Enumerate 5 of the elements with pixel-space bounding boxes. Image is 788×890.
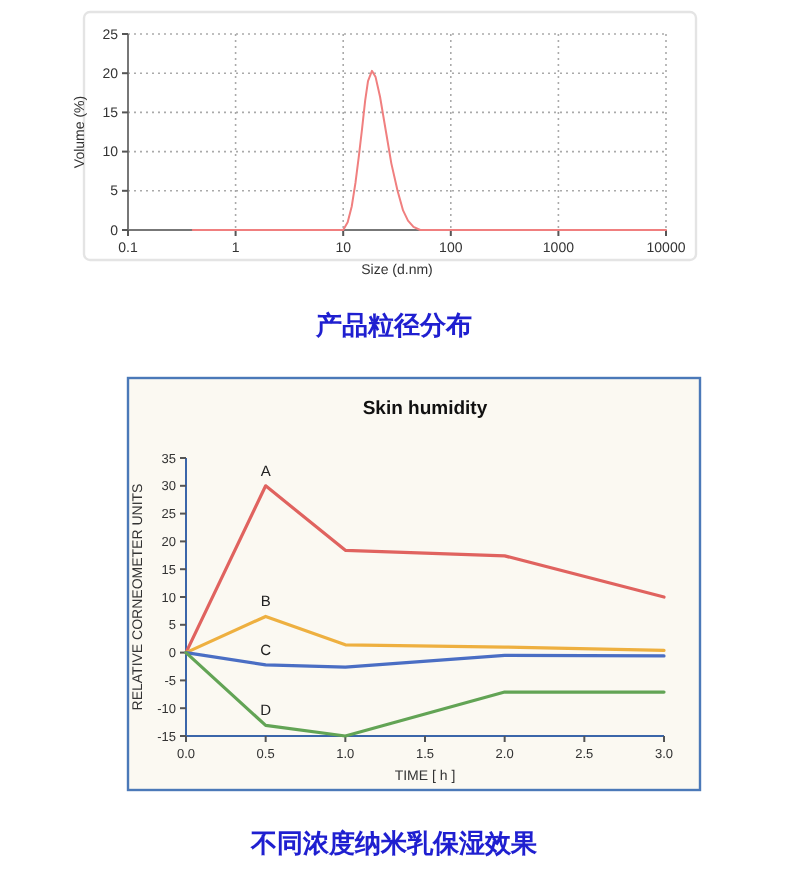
line-series (184, 484, 666, 655)
chart-title: Skin humidity (362, 398, 489, 420)
line-series (184, 614, 666, 655)
text: 不同浓度纳米乳保湿效果 (249, 828, 539, 858)
text: 产品粒径分布 (314, 310, 472, 340)
